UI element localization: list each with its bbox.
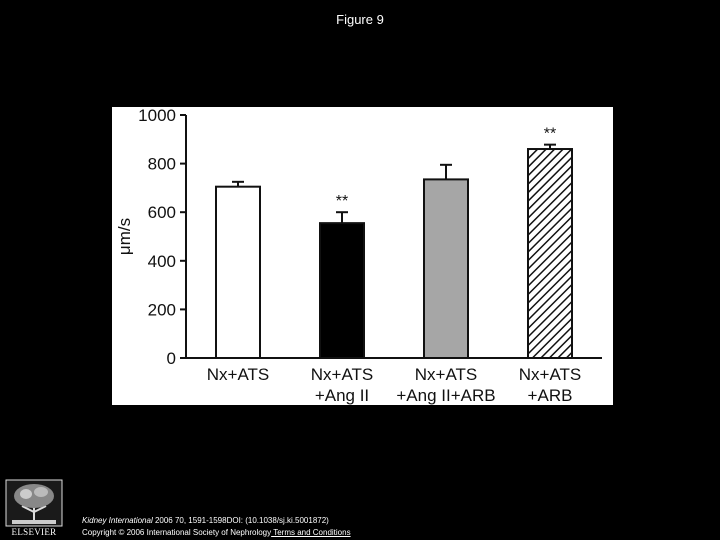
x-tick-label: +ARB	[528, 386, 573, 405]
y-tick-label: 400	[148, 252, 176, 271]
journal-name: Kidney International	[82, 516, 153, 525]
elsevier-tree-logo	[5, 479, 63, 527]
x-tick-label: +Ang II	[315, 386, 369, 405]
y-tick-label: 800	[148, 155, 176, 174]
x-tick-label: Nx+ATS	[311, 365, 374, 384]
bar-1	[215, 185, 261, 359]
terms-link[interactable]: Terms and Conditions	[271, 528, 351, 537]
bar-4	[527, 148, 573, 359]
elsevier-logo-text: ELSEVIER	[11, 527, 57, 537]
bar-3	[423, 178, 469, 359]
y-tick-label: 0	[167, 349, 176, 368]
x-tick-label: Nx+ATS	[207, 365, 270, 384]
citation-line-1: Kidney International 2006 70, 1591-1598D…	[82, 515, 351, 527]
citation: Kidney International 2006 70, 1591-1598D…	[82, 515, 351, 539]
y-tick-label: 600	[148, 203, 176, 222]
copyright-text: Copyright © 2006 International Society o…	[82, 528, 272, 537]
y-axis-label: μm/s	[115, 218, 134, 255]
chart-panel: 0 200 400 600 800 1000 μm/s Nx+ATS ** Nx+ATS +Ang…	[112, 107, 613, 405]
figure-title: Figure 9	[336, 12, 384, 27]
citation-details: 2006 70, 1591-1598DOI: (10.1038/sj.ki.50…	[152, 516, 329, 525]
x-tick-label: Nx+ATS	[519, 365, 582, 384]
bar-chart: 0 200 400 600 800 1000 μm/s Nx+ATS ** Nx+ATS +Ang…	[115, 107, 602, 405]
bar-2	[319, 222, 365, 360]
significance-annotation: **	[544, 126, 556, 143]
y-tick-label: 200	[148, 300, 176, 319]
citation-line-2: Copyright © 2006 International Society o…	[82, 527, 351, 539]
x-tick-label: Nx+ATS	[415, 365, 478, 384]
significance-annotation: **	[336, 193, 348, 210]
y-tick-label: 1000	[138, 107, 176, 125]
x-tick-label: +Ang II+ARB	[396, 386, 495, 405]
